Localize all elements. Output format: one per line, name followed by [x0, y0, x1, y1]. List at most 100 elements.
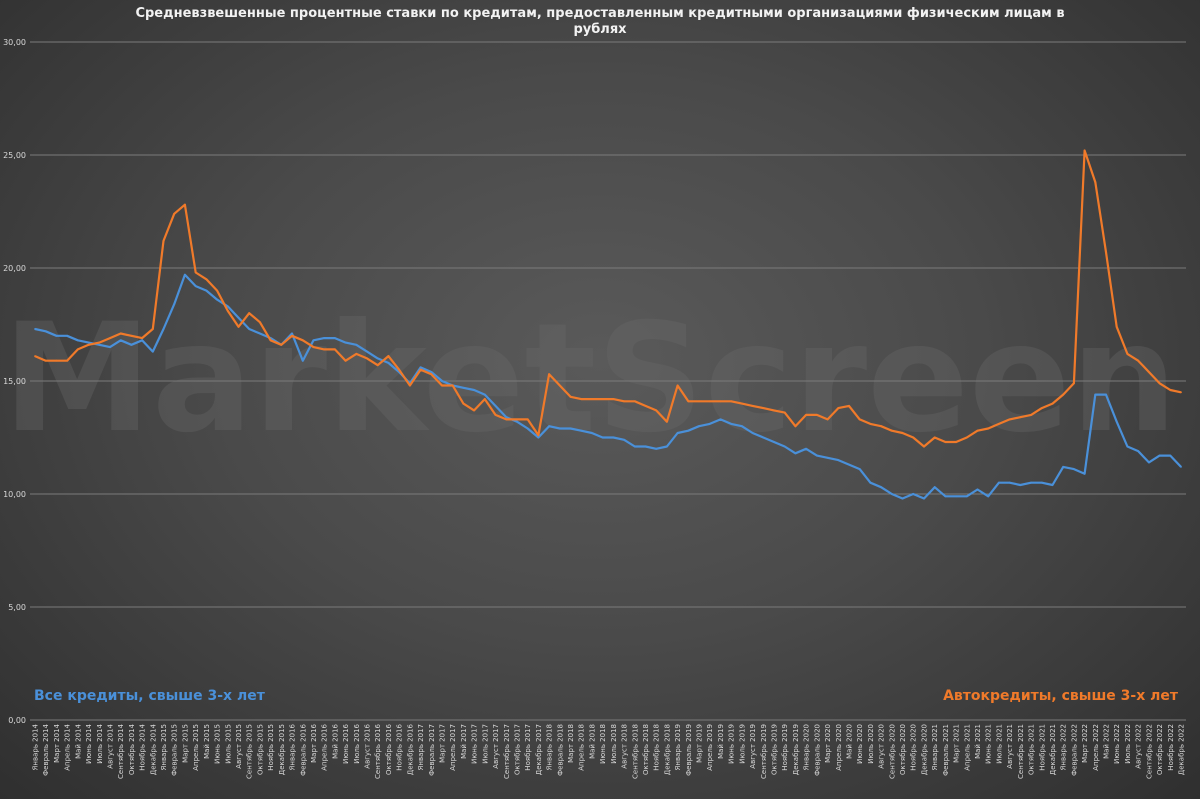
data-point — [462, 402, 465, 405]
data-point — [591, 398, 593, 400]
data-point — [1030, 414, 1032, 416]
series-line-auto-credits — [34, 149, 1182, 448]
data-point — [976, 429, 979, 432]
data-point — [526, 418, 529, 421]
x-tick-label: Февраль 2021 — [942, 724, 950, 776]
data-point — [826, 418, 829, 421]
data-point — [516, 418, 518, 421]
data-point — [708, 400, 711, 403]
x-tick-label: Октябрь 2014 — [128, 723, 136, 774]
legend-auto-credits: Автокредиты, свыше 3-х лет — [943, 688, 1178, 704]
x-tick-label: Февраль 2016 — [299, 723, 307, 775]
x-tick-label: Август 2015 — [235, 724, 243, 769]
x-tick-label: Январь 2017 — [417, 724, 425, 770]
data-point — [623, 400, 625, 403]
x-tick-label: Август 2016 — [364, 723, 372, 768]
data-point — [98, 341, 101, 344]
x-tick-label: Февраль 2018 — [556, 724, 564, 776]
data-point — [687, 400, 690, 403]
data-point — [1137, 450, 1140, 452]
data-point — [366, 350, 368, 353]
data-point — [205, 278, 208, 281]
data-point — [762, 436, 765, 439]
x-tick-label: Июнь 2021 — [985, 724, 993, 764]
data-point — [1073, 468, 1075, 470]
data-point — [1180, 391, 1182, 394]
x-tick-label: Июнь 2018 — [599, 724, 607, 764]
data-point — [890, 493, 893, 495]
x-tick-label: Ноябрь 2015 — [267, 724, 275, 771]
x-tick-label: Декабрь 2021 — [1049, 724, 1057, 775]
x-tick-label: Август 2018 — [621, 724, 629, 769]
data-point — [858, 468, 861, 470]
data-point — [280, 343, 283, 346]
y-tick-label: 20,00 — [3, 264, 26, 273]
x-tick-label: Февраль 2017 — [428, 724, 436, 776]
data-point — [1051, 484, 1054, 486]
data-point — [55, 359, 58, 362]
data-point — [751, 432, 754, 434]
data-point — [162, 328, 165, 330]
data-point — [151, 350, 154, 353]
data-point — [569, 395, 572, 398]
x-tick-label: Январь 2020 — [803, 724, 811, 770]
data-point — [1158, 382, 1161, 385]
data-point — [301, 339, 304, 342]
data-point — [66, 359, 68, 362]
data-point — [1073, 382, 1075, 385]
data-point — [1169, 454, 1172, 457]
x-tick-label: Март 2022 — [1081, 724, 1089, 763]
x-tick-label: Октябрь 2017 — [513, 724, 521, 775]
data-point — [548, 373, 550, 376]
data-point — [805, 447, 807, 450]
x-tick-label: Ноябрь 2022 — [1167, 724, 1175, 771]
data-point — [430, 371, 433, 373]
data-point — [601, 436, 604, 439]
data-point — [1105, 393, 1107, 396]
data-point — [826, 456, 829, 459]
x-tick-label: Октябрь 2016 — [385, 723, 393, 774]
data-point — [944, 495, 947, 498]
x-tick-label: Декабрь 2017 — [535, 724, 543, 775]
data-point — [880, 486, 882, 489]
data-point — [580, 429, 583, 432]
data-point — [912, 436, 915, 439]
data-point — [965, 436, 968, 439]
x-tick-label: Июнь 2015 — [214, 724, 222, 764]
data-point — [633, 400, 636, 403]
data-point — [194, 271, 197, 274]
data-point — [965, 495, 968, 498]
data-point — [987, 427, 990, 430]
data-point — [890, 429, 893, 432]
y-tick-label: 10,00 — [3, 490, 26, 499]
data-point — [119, 339, 122, 342]
data-point — [719, 418, 722, 421]
x-tick-label: Июль 2017 — [481, 724, 489, 764]
x-tick-label: Октябрь 2020 — [899, 724, 907, 775]
x-tick-label: Сентябрь 2014 — [117, 723, 125, 779]
data-point — [666, 445, 668, 448]
data-point — [783, 445, 786, 448]
x-tick-label: Март 2016 — [310, 723, 318, 762]
x-tick-label: Сентябрь 2021 — [1017, 724, 1025, 779]
data-point — [494, 414, 497, 416]
data-point — [1148, 371, 1150, 373]
data-point — [848, 405, 850, 407]
data-point — [130, 343, 133, 346]
x-tick-label: Май 2015 — [203, 724, 211, 759]
data-point — [537, 436, 540, 439]
y-tick-label: 25,00 — [3, 151, 26, 160]
data-point — [1169, 389, 1172, 391]
data-point — [901, 497, 904, 500]
x-tick-label: Август 2022 — [1135, 724, 1143, 769]
data-point — [730, 400, 733, 403]
data-point — [773, 409, 775, 412]
x-tick-label: Март 2021 — [953, 724, 961, 763]
data-point — [87, 341, 90, 344]
x-tick-label: Апрель 2021 — [963, 724, 971, 771]
data-point — [869, 423, 872, 425]
data-point — [558, 384, 561, 387]
x-tick-label: Май 2016 — [331, 723, 339, 758]
x-tick-label: Декабрь 2016 — [406, 723, 414, 775]
data-point — [1148, 461, 1150, 464]
